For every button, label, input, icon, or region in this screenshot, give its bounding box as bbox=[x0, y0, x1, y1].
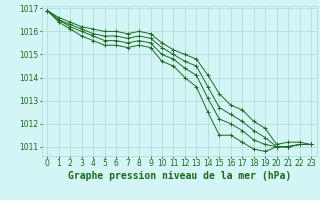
X-axis label: Graphe pression niveau de la mer (hPa): Graphe pression niveau de la mer (hPa) bbox=[68, 171, 291, 181]
